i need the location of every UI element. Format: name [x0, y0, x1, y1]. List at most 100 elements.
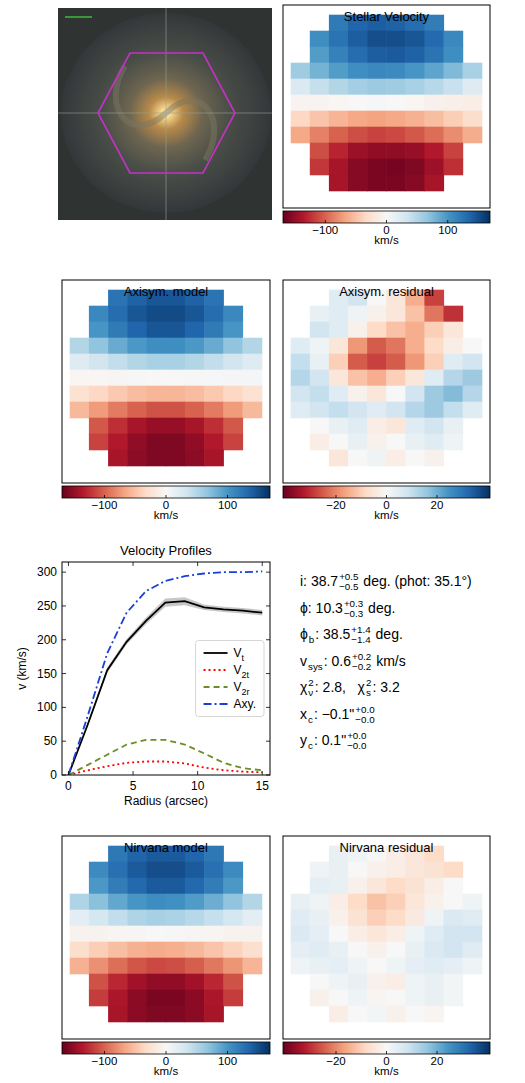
map-cell	[405, 386, 425, 403]
map-cell	[108, 338, 128, 355]
y-axis-title: v (km/s)	[15, 647, 29, 690]
x-tick-label: 10	[191, 779, 205, 793]
map-cell	[405, 990, 425, 1007]
map-cell	[367, 434, 387, 451]
map-cell	[444, 143, 464, 160]
map-cell	[127, 974, 147, 991]
map-cell	[166, 386, 186, 403]
map-cell	[367, 354, 387, 371]
map-cell	[166, 878, 186, 895]
map-cell	[310, 990, 330, 1007]
map-cell	[127, 306, 147, 323]
y-tick-label: 100	[37, 700, 57, 714]
map-cell	[310, 974, 330, 991]
colorbar-tick-label: 20	[431, 1055, 444, 1067]
map-cell	[291, 338, 311, 355]
y-tick	[266, 707, 270, 708]
map-cell	[127, 322, 147, 339]
map-cell	[386, 1006, 406, 1023]
map-cell	[310, 95, 330, 112]
map-cell	[405, 434, 425, 451]
colorbar-tick-label: 20	[431, 499, 444, 511]
colorbar-tick	[386, 1051, 387, 1054]
map-cell	[444, 95, 464, 112]
map-cell	[463, 894, 483, 911]
map-cell	[386, 894, 406, 911]
map-cell	[127, 910, 147, 927]
param-text: ϕ: 10.3	[300, 600, 343, 616]
map-cell	[147, 942, 167, 959]
map-cell	[127, 926, 147, 943]
map-cell	[329, 95, 349, 112]
map-cell	[444, 354, 464, 371]
map-cell	[204, 434, 224, 451]
y-tick	[266, 673, 270, 674]
map-cell	[329, 306, 349, 323]
velocity-map	[291, 15, 483, 192]
map-cell	[166, 418, 186, 435]
map-cell	[329, 974, 349, 991]
colorbar-label: km/s	[154, 1065, 179, 1077]
map-cell	[89, 894, 109, 911]
map-cell	[386, 322, 406, 339]
param-text: i: 38.7	[300, 573, 338, 589]
map-cell	[329, 322, 349, 339]
map-cell	[329, 878, 349, 895]
map-cell	[386, 79, 406, 96]
map-cell	[424, 990, 444, 1007]
map-cell	[310, 942, 330, 959]
map-cell	[108, 370, 128, 387]
map-cell	[127, 450, 147, 467]
map-cell	[463, 79, 483, 96]
map-cell	[386, 306, 406, 323]
map-cell	[405, 370, 425, 387]
panel-frame	[283, 280, 490, 483]
colorbar-tick	[166, 495, 167, 498]
y-tick	[62, 741, 66, 742]
map-cell	[405, 974, 425, 991]
map-cell	[405, 159, 425, 176]
map-cell	[127, 434, 147, 451]
map-cell	[147, 450, 167, 467]
map-cell	[243, 370, 263, 387]
map-cell	[405, 322, 425, 339]
map-cell	[329, 1006, 349, 1023]
map-cell	[204, 386, 224, 403]
map-cell	[204, 418, 224, 435]
map-cell	[367, 926, 387, 943]
colorbar-label: km/s	[154, 509, 179, 521]
map-cell	[147, 862, 167, 879]
map-cell	[108, 1006, 128, 1023]
map-cell	[204, 370, 224, 387]
error-band	[68, 597, 262, 775]
map-cell	[147, 370, 167, 387]
panel-frame	[62, 836, 270, 1039]
map-cell	[127, 386, 147, 403]
map-cell	[444, 418, 464, 435]
map-cell	[147, 926, 167, 943]
map-cell	[329, 47, 349, 64]
map-cell	[329, 338, 349, 355]
map-cell	[127, 1006, 147, 1023]
map-cell	[70, 958, 90, 975]
map-cell	[367, 63, 387, 80]
map-cell	[424, 370, 444, 387]
legend-swatch	[204, 686, 228, 688]
map-cell	[166, 306, 186, 323]
map-cell	[463, 370, 483, 387]
map-cell	[291, 402, 311, 419]
map-cell	[348, 894, 368, 911]
map-cell	[444, 338, 464, 355]
map-cell	[185, 878, 205, 895]
x-axis-title: Radius (arcsec)	[124, 794, 208, 808]
legend-swatch	[204, 703, 228, 705]
map-cell	[89, 942, 109, 959]
map-cell	[243, 926, 263, 943]
param-text: x	[300, 706, 307, 722]
map-cell	[463, 338, 483, 355]
map-cell	[147, 322, 167, 339]
map-cell	[127, 338, 147, 355]
map-cell	[310, 958, 330, 975]
map-cell	[291, 127, 311, 144]
map-cell	[386, 402, 406, 419]
